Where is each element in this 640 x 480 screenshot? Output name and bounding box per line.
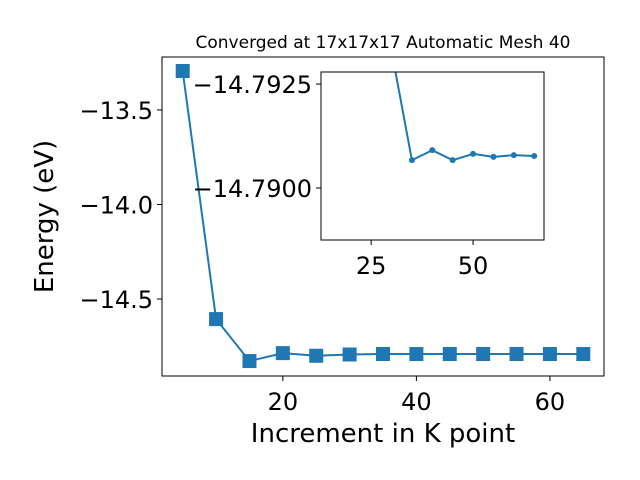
marker [470,150,477,157]
y-tick-label: −14.0 [79,191,153,219]
y-tick-label: −13.5 [79,97,153,125]
y-tick-label: −14.5 [79,286,153,314]
y-axis-label: Energy (eV) [30,140,60,293]
marker [376,347,390,362]
x-tick-label: 50 [458,252,489,280]
plot-area [175,63,591,369]
marker [531,153,538,159]
marker [449,157,456,164]
marker [242,354,257,369]
axes-frame [320,71,545,241]
marker [342,347,357,362]
marker [209,312,224,327]
marker [309,348,324,363]
marker [408,157,415,164]
data-line [394,72,535,162]
x-tick-label: 40 [401,388,432,416]
x-tick-label: 25 [356,252,387,280]
marker [509,347,524,362]
marker [476,347,491,362]
marker [490,153,497,160]
y-tick-label: −14.7925 [193,71,312,99]
inset-chart: 25 50 −14.7925 −14.7900 [193,71,545,280]
chart-title: Converged at 17x17x17 Automatic Mesh 40 [196,33,571,53]
marker [429,147,436,154]
y-tick-label: −14.7900 [193,175,312,203]
marker [275,346,290,361]
marker [542,347,557,362]
x-tick-label: 60 [535,388,566,416]
axes-frame [161,56,605,377]
marker [510,152,517,159]
marker [175,63,190,78]
x-tick-label: 20 [268,388,299,416]
marker [442,347,457,362]
x-axis-label: Increment in K point [251,419,515,449]
marker [576,347,591,362]
plot-area [394,72,538,164]
marker [409,347,424,362]
